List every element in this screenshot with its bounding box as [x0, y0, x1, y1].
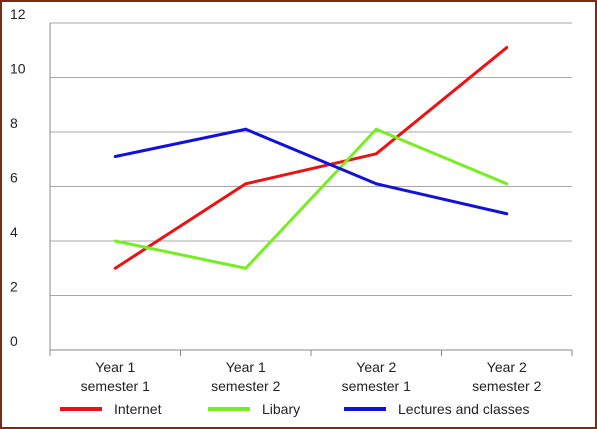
x-tick-label: Year 1 [95, 359, 135, 375]
y-tick-labels: 0 2 4 6 8 10 12 [10, 6, 26, 349]
gridlines [50, 22, 572, 296]
y-tick-label: 6 [10, 170, 18, 186]
data-point [244, 266, 248, 270]
x-tick-label: semester 2 [211, 378, 280, 394]
data-point [374, 127, 378, 131]
y-tick-label: 4 [10, 224, 18, 240]
data-point [113, 266, 117, 270]
x-tick-label: semester 1 [81, 378, 150, 394]
y-tick-label: 12 [10, 6, 26, 22]
y-tick-label: 0 [10, 333, 18, 349]
series-line-lectures-and-classes [114, 127, 508, 216]
data-point [244, 127, 248, 131]
x-tick-label: Year 1 [226, 359, 266, 375]
series-lines [113, 46, 509, 270]
y-tick-label: 2 [10, 279, 18, 295]
axes [49, 23, 573, 356]
y-tick-label: 10 [10, 61, 26, 77]
x-tick-label: Year 2 [487, 359, 527, 375]
data-point [113, 155, 117, 159]
x-tick-label: semester 1 [342, 378, 411, 394]
data-point [505, 46, 509, 50]
data-point [374, 182, 378, 186]
x-tick-labels: Year 1 semester 1 Year 1 semester 2 Year 2 se… [81, 359, 542, 394]
data-point [374, 152, 378, 156]
series-line-libary [114, 127, 508, 270]
x-tick-label: Year 2 [356, 359, 396, 375]
data-point [505, 212, 509, 216]
data-point [505, 182, 509, 186]
x-tick-label: semester 2 [472, 378, 541, 394]
legend-label: Libary [262, 401, 300, 417]
y-tick-label: 8 [10, 115, 18, 131]
legend-label: Lectures and classes [398, 401, 530, 417]
data-point [113, 239, 117, 243]
legend-label: Internet [114, 401, 162, 417]
data-point [244, 182, 248, 186]
series-line-internet [114, 46, 508, 270]
legend: Internet Libary Lectures and classes [60, 401, 530, 417]
